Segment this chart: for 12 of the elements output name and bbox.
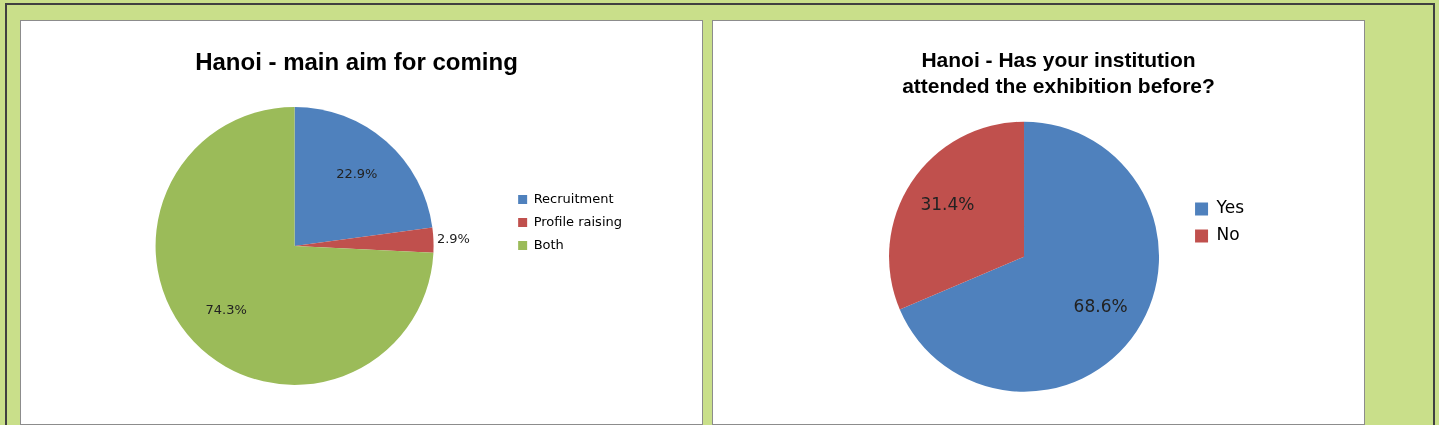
legend-label: Both xyxy=(533,236,564,252)
chart-title: Hanoi - Has your institution attended the exhibition before? xyxy=(902,48,1215,97)
data-label: 2.9% xyxy=(436,230,470,246)
legend-label: Profile raising xyxy=(533,213,623,229)
legend-label: Yes xyxy=(1215,197,1245,218)
legend-label: Recruitment xyxy=(533,190,614,206)
data-label: 68.6% xyxy=(1073,295,1128,316)
data-label: 31.4% xyxy=(920,194,975,215)
legend-label: No xyxy=(1216,224,1240,245)
data-label: 74.3% xyxy=(205,302,247,318)
data-label: 22.9% xyxy=(336,166,378,182)
chart-title: Hanoi - main aim for coming xyxy=(195,48,518,76)
